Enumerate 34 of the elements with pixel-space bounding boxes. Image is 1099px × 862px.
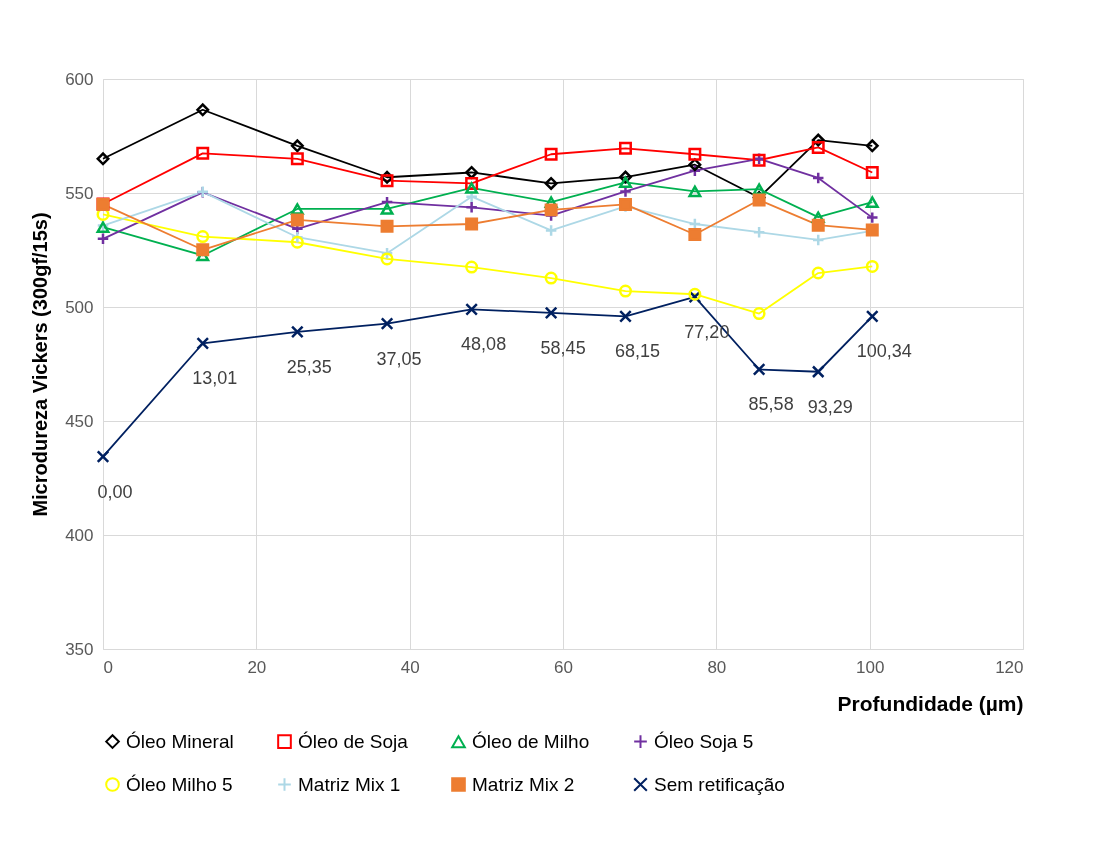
x-tick-label: 20 [247,657,267,677]
y-tick-label: 550 [65,183,94,203]
y-tick-label: 500 [65,297,94,317]
annotation: 93,29 [807,396,853,417]
annotation: 77,20 [684,321,730,342]
annotation: 85,58 [748,394,794,415]
annotation: 25,35 [286,356,332,377]
legend-label: Matriz Mix 1 [298,773,401,795]
y-axis-title: Microdureza Vickers (300gf/15s) [29,212,52,517]
annotation: 48,08 [461,334,507,355]
x-tick-label: 120 [995,657,1024,677]
x-tick-label: 0 [103,657,113,677]
legend-label: Óleo Mineral [126,730,234,752]
legend-label: Óleo de Soja [298,730,409,752]
y-tick-label: 400 [65,525,94,545]
legend-label: Óleo Soja 5 [654,730,754,752]
x-tick-label: 100 [855,657,885,677]
x-axis-title: Profundidade (µm) [837,691,1024,715]
annotation: 13,01 [192,368,238,389]
x-tick-label: 40 [400,657,420,677]
legend-label: Matriz Mix 2 [472,773,575,795]
legend-label: Sem retificação [654,773,785,795]
legend-label: Óleo Milho 5 [126,773,233,795]
annotation: 58,45 [540,337,586,358]
y-tick-label: 600 [65,69,94,89]
x-tick-label: 80 [707,657,727,677]
annotation: 68,15 [614,341,661,362]
x-tick-label: 60 [554,657,573,677]
y-tick-label: 450 [65,411,94,431]
annotation: 0,00 [97,481,133,502]
annotation: 37,05 [376,348,422,369]
annotation: 100,34 [856,341,912,362]
legend-label: Óleo de Milho [472,730,590,752]
y-tick-label: 350 [65,639,94,659]
